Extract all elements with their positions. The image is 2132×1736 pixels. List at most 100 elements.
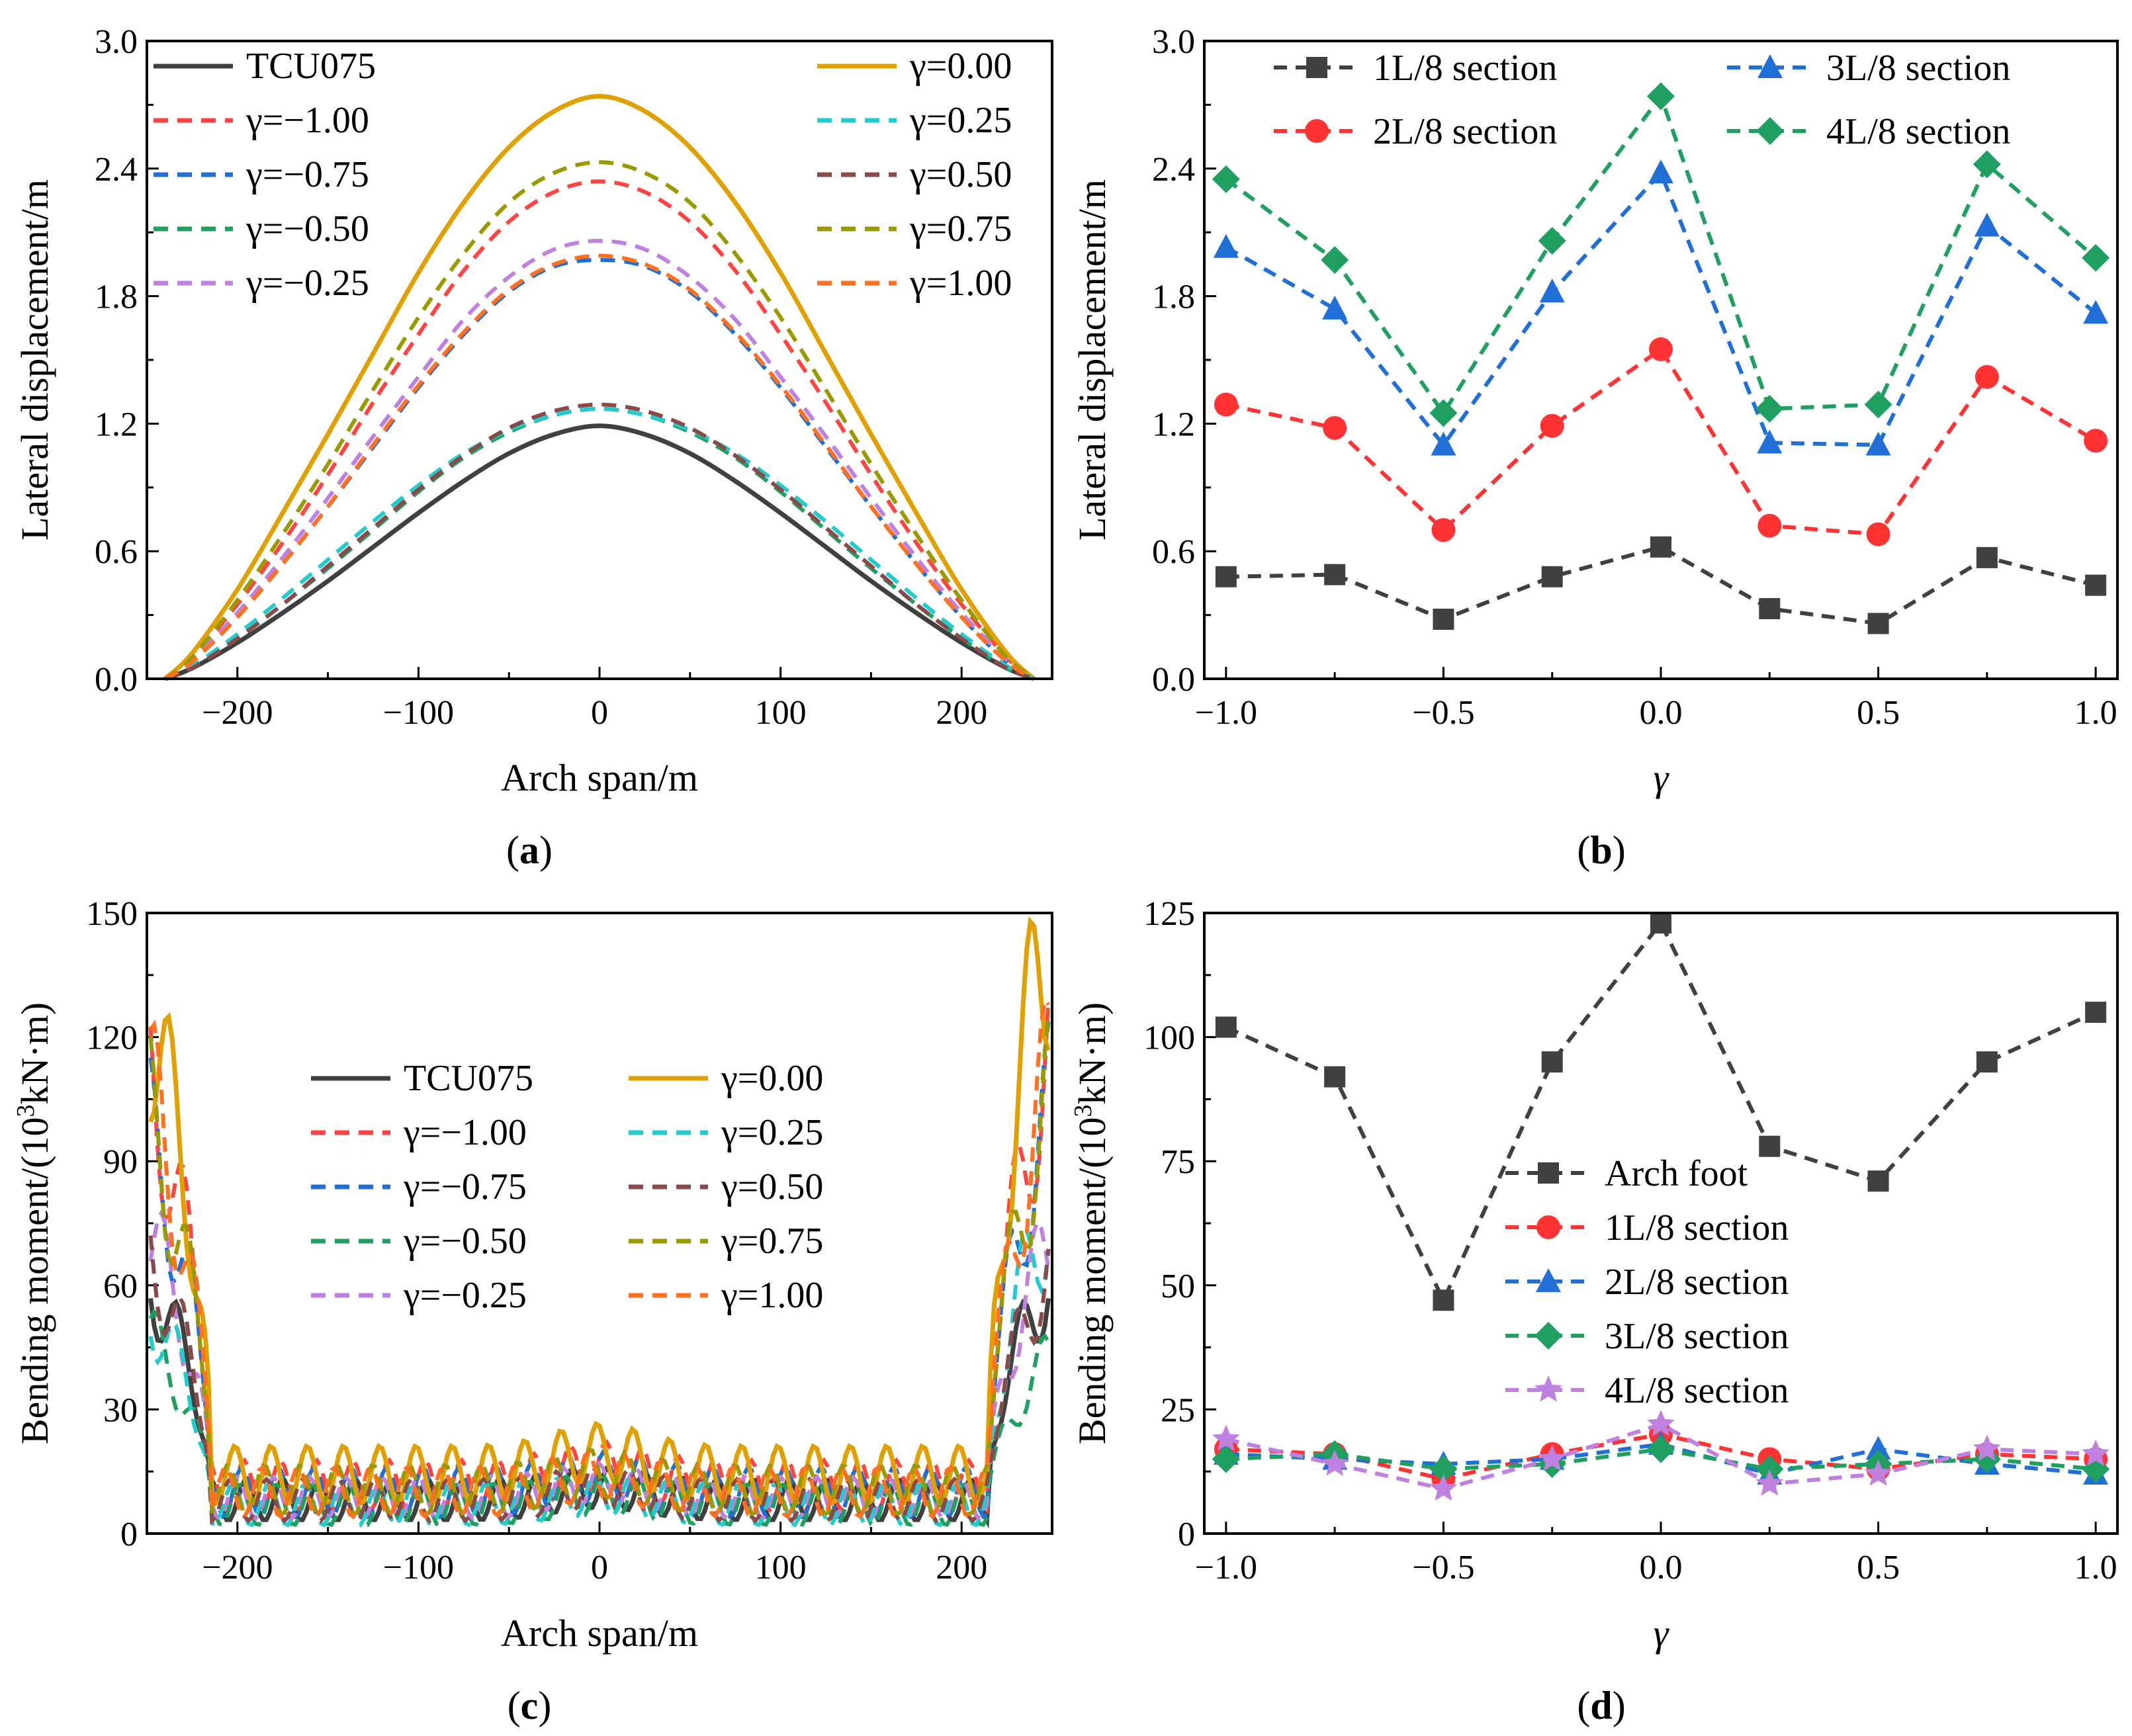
data-point — [1431, 431, 1456, 456]
data-point — [1213, 234, 1239, 258]
legend-label: γ=−1.00 — [245, 100, 369, 141]
data-point — [1976, 1051, 1998, 1073]
y-tick-label: 25 — [1161, 1391, 1195, 1429]
data-point — [1757, 513, 1782, 538]
series-line — [148, 1021, 1051, 1520]
x-tick-label: 200 — [936, 694, 987, 732]
data-point — [2084, 429, 2108, 453]
legend-label: 4L/8 section — [1605, 1370, 1789, 1411]
y-axis-label-tail: kN·m) — [1071, 1002, 1114, 1105]
data-point — [1536, 1268, 1561, 1292]
y-tick-label: 150 — [86, 895, 138, 933]
x-tick-label: −200 — [202, 694, 273, 732]
series-line — [163, 257, 1036, 681]
series-line — [163, 239, 1036, 681]
legend-label: γ=0.25 — [721, 1112, 823, 1153]
series-line — [1225, 919, 2097, 1305]
series-line — [148, 1208, 1051, 1522]
caption-paren: ( — [508, 1684, 521, 1727]
data-point — [1429, 1455, 1458, 1483]
legend-label: γ=−1.00 — [403, 1112, 527, 1153]
x-tick-label: 1.0 — [2074, 694, 2117, 732]
data-point — [1212, 1424, 1240, 1452]
data-point — [1757, 429, 1783, 454]
y-axis-label: Bending moment/(103kN·m) — [1069, 1002, 1114, 1444]
caption-letter: c — [521, 1684, 539, 1727]
series-line — [149, 994, 1050, 1520]
y-tick-label: 125 — [1143, 895, 1195, 933]
data-point — [1431, 518, 1456, 542]
data-point — [1322, 295, 1348, 320]
legend-label: γ=0.75 — [721, 1221, 823, 1262]
data-point — [1540, 413, 1564, 438]
x-axis-label: Arch span/m — [501, 1612, 698, 1655]
series-line — [1225, 544, 2096, 626]
data-point — [1429, 399, 1458, 427]
y-axis-label: Bending moment/(103kN·m) — [12, 1002, 56, 1444]
data-point — [1973, 150, 2001, 179]
y-tick-label: 2.4 — [1152, 151, 1195, 189]
y-tick-label: 60 — [103, 1268, 138, 1305]
data-point — [1647, 82, 1675, 110]
data-point — [1867, 1170, 1889, 1192]
data-point — [1538, 1162, 1559, 1184]
data-point — [1864, 390, 1892, 419]
data-point — [1541, 566, 1563, 587]
x-tick-label: −0.5 — [1412, 694, 1474, 732]
legend-label: TCU075 — [246, 46, 376, 87]
x-tick-label: 0.0 — [1640, 694, 1683, 732]
panel-c: −200 −100 0 100 200 0 30 60 90 120 150 Arch span/m B… — [12, 895, 1053, 1727]
y-axis-label-sup: 3 — [12, 1105, 40, 1117]
data-point — [1865, 431, 1891, 456]
legend-label: Arch foot — [1605, 1153, 1748, 1194]
y-tick-label: 100 — [1143, 1020, 1195, 1057]
legend-label: γ=0.50 — [909, 154, 1012, 195]
data-point — [1538, 227, 1566, 255]
legend-label: γ=−0.25 — [245, 263, 369, 304]
data-point — [1755, 394, 1784, 423]
legend-label: γ=−0.75 — [245, 154, 369, 195]
data-point — [1866, 522, 1890, 546]
data-point — [1649, 337, 1673, 361]
y-tick-label: 3.0 — [1152, 23, 1195, 61]
series-line — [1225, 169, 2098, 449]
y-tick-label: 1.8 — [1152, 279, 1195, 316]
caption-paren: ( — [1577, 1684, 1590, 1727]
panel-caption: (c) — [508, 1684, 552, 1727]
series-line — [1225, 346, 2097, 537]
plot-frame — [146, 912, 1053, 1535]
legend-label: γ=0.25 — [909, 100, 1012, 141]
x-tick-label: −1.0 — [1195, 1549, 1257, 1586]
x-axis-label: Arch span/m — [501, 756, 698, 799]
panel-caption: (a) — [506, 828, 553, 872]
x-tick-label: 1.0 — [2074, 1549, 2117, 1586]
data-point — [1324, 564, 1346, 586]
data-point — [1973, 1434, 2001, 1461]
data-point — [1324, 1066, 1346, 1088]
y-axis-label-main: Bending moment/(10 — [13, 1117, 56, 1445]
data-point — [1306, 57, 1327, 78]
y-axis-label: Lateral displacement/m — [1071, 179, 1114, 541]
data-point — [1865, 1436, 1891, 1460]
x-tick-label: 100 — [755, 694, 807, 732]
data-point — [1975, 365, 1999, 389]
series-line — [163, 253, 1036, 681]
legend-label: TCU075 — [404, 1058, 533, 1099]
data-point — [1974, 212, 2000, 237]
plot-frame — [1203, 40, 2119, 680]
y-tick-label: 1.2 — [95, 406, 138, 443]
panel-caption: (b) — [1577, 828, 1625, 872]
y-axis-label-main: Bending moment/(10 — [1071, 1117, 1114, 1445]
series-line — [148, 1010, 1051, 1516]
caption-letter: d — [1590, 1684, 1612, 1727]
caption-paren: ) — [539, 828, 553, 872]
data-point — [1759, 1135, 1781, 1157]
data-point — [2085, 1002, 2107, 1023]
data-point — [1755, 1455, 1784, 1483]
x-axis-label: γ — [1654, 756, 1670, 799]
data-point — [1648, 159, 1673, 184]
data-point — [1212, 1445, 1240, 1473]
y-tick-label: 0.6 — [1152, 533, 1195, 571]
data-point — [1541, 1051, 1563, 1073]
